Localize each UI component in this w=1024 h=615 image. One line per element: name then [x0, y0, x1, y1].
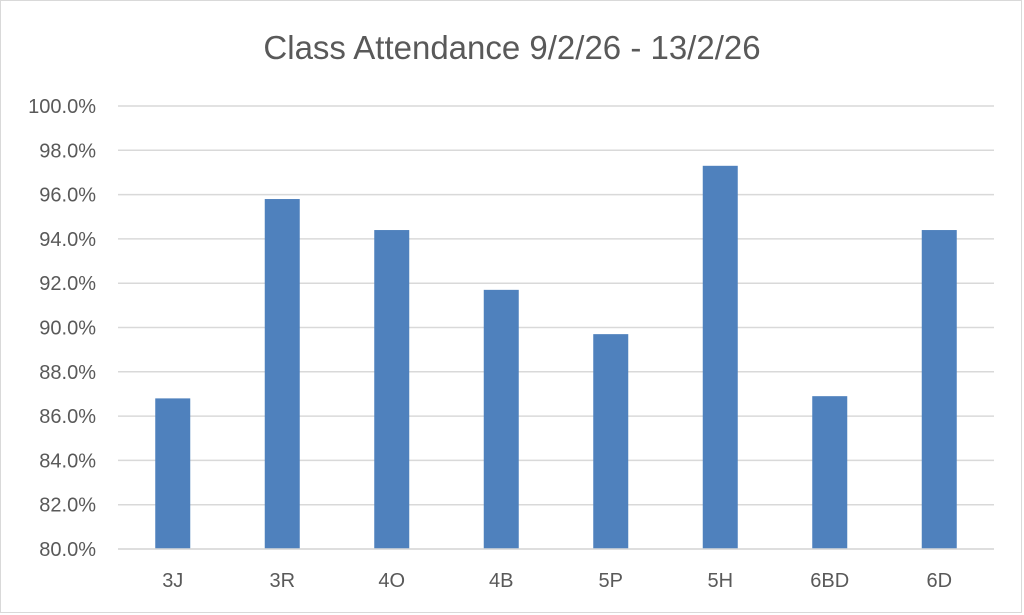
bar-5p — [593, 334, 629, 549]
x-tick-label: 4O — [378, 570, 405, 592]
y-tick-label: 96.0% — [39, 185, 96, 207]
gridlines — [118, 105, 994, 550]
y-tick-label: 82.0% — [39, 495, 96, 517]
y-tick-label: 80.0% — [39, 539, 96, 561]
y-tick-label: 88.0% — [39, 362, 96, 384]
x-tick-label: 3J — [162, 570, 183, 592]
y-tick-label: 94.0% — [39, 229, 96, 251]
x-tick-label: 3R — [269, 570, 295, 592]
bar-3j — [155, 398, 191, 549]
bar-series — [155, 165, 957, 550]
y-tick-label: 100.0% — [28, 96, 96, 118]
y-tick-label: 86.0% — [39, 406, 96, 428]
y-tick-label: 90.0% — [39, 318, 96, 340]
bar-6d — [921, 230, 957, 550]
y-tick-label: 84.0% — [39, 450, 96, 472]
x-tick-label: 6BD — [810, 570, 849, 592]
x-axis-tick-labels: 3J 3R 4O 4B 5P 5H 6BD 6D — [162, 570, 952, 592]
x-tick-label: 5H — [707, 570, 733, 592]
bar-5h — [702, 165, 738, 549]
x-tick-label: 6D — [926, 570, 952, 592]
bar-4b — [483, 289, 519, 549]
bar-4o — [374, 230, 410, 550]
y-axis-tick-labels: 80.0% 82.0% 84.0% 86.0% 88.0% 90.0% 92.0% 94.0%… — [28, 96, 96, 561]
bar-3r — [264, 199, 300, 549]
y-tick-label: 98.0% — [39, 140, 96, 162]
x-tick-label: 4B — [489, 570, 513, 592]
bar-6bd — [812, 396, 848, 549]
x-tick-label: 5P — [599, 570, 623, 592]
chart-title: Class Attendance 9/2/26 - 13/2/26 — [263, 29, 761, 66]
y-tick-label: 92.0% — [39, 273, 96, 295]
